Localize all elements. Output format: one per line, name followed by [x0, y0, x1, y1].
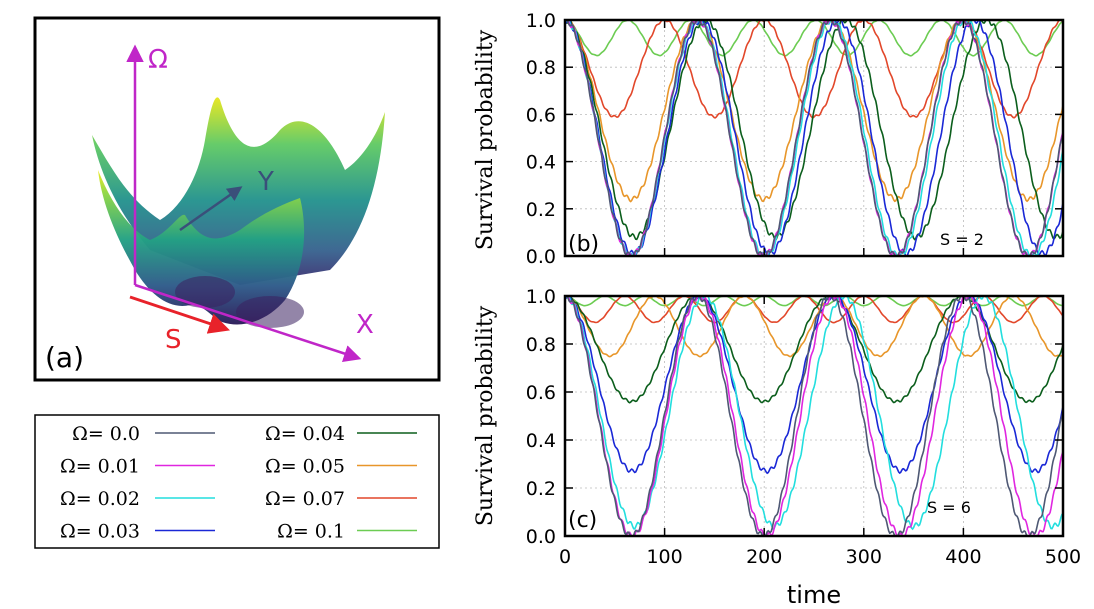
legend-label: Ω= 0.05	[265, 456, 345, 478]
x-tick-label: 400	[945, 546, 981, 568]
x-tick-label: 200	[746, 546, 782, 568]
y-axis-label: Y	[257, 167, 274, 197]
chart-c-panel-tag: (c)	[568, 508, 597, 533]
legend: Ω= 0.0 Ω= 0.04 Ω= 0.01 Ω= 0.05 Ω= 0.02 Ω= 0.0…	[34, 414, 440, 549]
surface-front	[98, 170, 305, 325]
legend-label: Ω= 0.1	[277, 521, 345, 543]
chart-b-ylabel: Survival probability	[473, 29, 498, 250]
y-axis-3d	[179, 186, 243, 232]
chart-b-frame	[563, 18, 1065, 258]
chart-b-annotation: S = 2	[940, 230, 984, 249]
series-line	[565, 19, 1064, 257]
omega-axis-label: Ω	[148, 45, 168, 75]
panel-a: Ω X Y S (a)	[33, 16, 441, 382]
y-tick-label: 0.2	[526, 199, 556, 221]
x-tick-label: 500	[1045, 546, 1081, 568]
chart-c: 0.0 0.2 0.4 0.6 0.8 1.0 0 100 200 300 400 500 Survi…	[473, 286, 1081, 609]
y-tick-label: 0.2	[526, 478, 556, 500]
legend-label: Ω= 0.0	[72, 423, 140, 445]
y-tick-label: 0.4	[526, 430, 556, 452]
y-tick-label: 0.0	[526, 246, 556, 268]
y-tick-label: 1.0	[526, 286, 556, 308]
x-axis-label: X	[356, 310, 374, 340]
x-tick-label: 300	[846, 546, 882, 568]
legend-label: Ω= 0.03	[60, 521, 140, 543]
y-tick-label: 0.6	[526, 382, 556, 404]
chart-c-annotation: S = 6	[927, 498, 971, 517]
y-tick-label: 0.8	[526, 57, 556, 79]
legend-label: Ω= 0.07	[265, 488, 345, 510]
y-tick-label: 0.6	[526, 104, 556, 126]
x-tick-label: 100	[646, 546, 682, 568]
y-tick-label: 0.0	[526, 526, 556, 548]
series-line	[564, 295, 1064, 537]
y-tick-label: 0.8	[526, 334, 556, 356]
chart-c-ylabel: Survival probability	[473, 305, 498, 526]
series-line	[564, 19, 1064, 257]
chart-c-frame	[563, 294, 1065, 538]
legend-frame	[34, 414, 440, 549]
series-line	[565, 295, 1064, 537]
x-axis-3d	[134, 283, 362, 362]
chart-b: 0.00.20.40.60.81.0 Survival probability …	[473, 10, 1065, 268]
well-right	[236, 296, 304, 328]
x-tick-label: 0	[559, 546, 571, 568]
s-arrow	[129, 295, 230, 334]
panel-a-tag: (a)	[45, 341, 84, 374]
well-left	[175, 276, 235, 308]
y-tick-label: 1.0	[526, 10, 556, 32]
chart-c-xlabel: time	[787, 581, 841, 609]
legend-label: Ω= 0.02	[60, 488, 140, 510]
chart-b-panel-tag: (b)	[568, 232, 599, 257]
s-axis-label: S	[165, 325, 182, 355]
series-line	[565, 295, 1064, 358]
legend-label: Ω= 0.04	[265, 423, 345, 445]
legend-label: Ω= 0.01	[60, 456, 140, 478]
y-tick-label: 0.4	[526, 152, 556, 174]
